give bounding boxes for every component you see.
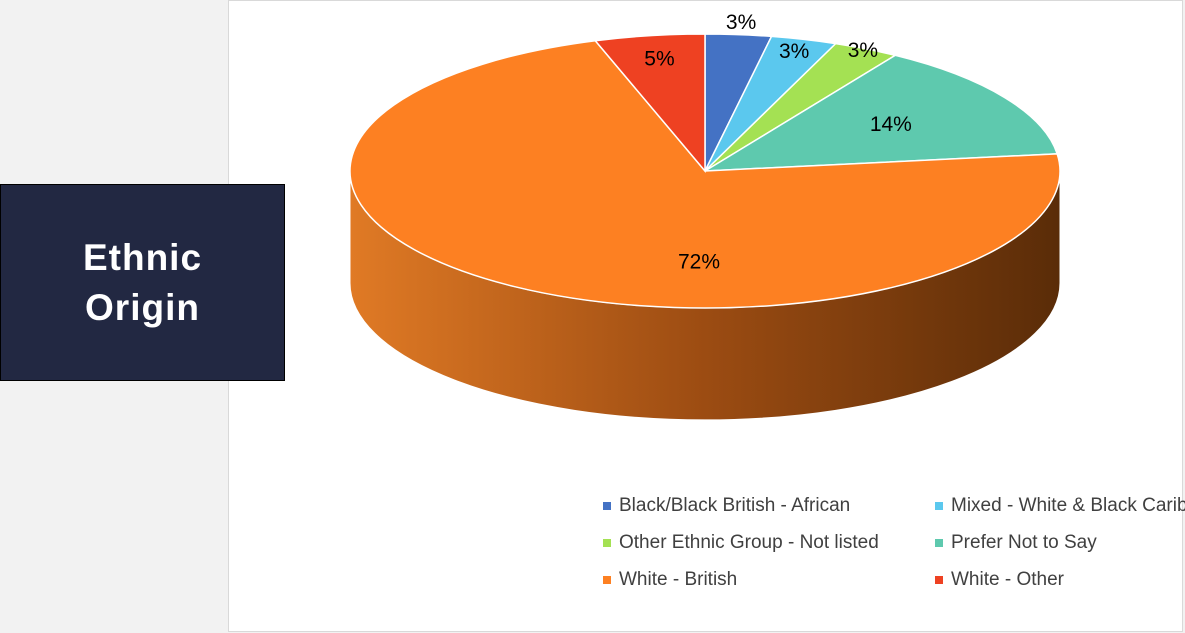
legend-swatch xyxy=(603,539,611,547)
legend-item: Mixed - White & Black Caribbean xyxy=(935,495,1185,517)
slice-label: 3% xyxy=(726,11,756,34)
chart-area: 3% 3% 3% 14% 72% 5% Black/Black British - Afr… xyxy=(228,0,1185,632)
legend-item: White - Other xyxy=(935,569,1064,591)
title-line-2: Origin xyxy=(85,286,200,328)
slice-label: 3% xyxy=(779,40,809,63)
pie-labels: 3% 3% 3% 14% 72% 5% xyxy=(644,11,912,273)
title-box: Ethnic Origin xyxy=(0,184,285,381)
pie-top xyxy=(349,33,1061,309)
legend-item: Black/Black British - African xyxy=(603,495,850,517)
legend-label: Prefer Not to Say xyxy=(951,532,1097,553)
legend-item: White - British xyxy=(603,569,737,591)
pie-slice xyxy=(704,54,1059,172)
legend-swatch xyxy=(603,576,611,584)
legend-item: Prefer Not to Say xyxy=(935,532,1097,554)
legend-swatch xyxy=(603,502,611,510)
slice-label: 14% xyxy=(870,113,912,136)
slice-label: 5% xyxy=(644,48,674,71)
pie-slice xyxy=(349,39,1061,309)
slice-label: 72% xyxy=(678,251,720,274)
legend-label: Black/Black British - African xyxy=(619,495,851,516)
legend-swatch xyxy=(935,502,943,510)
legend-swatch xyxy=(935,539,943,547)
pie-slice xyxy=(593,33,706,174)
slice-label: 3% xyxy=(848,39,878,62)
legend-label: White - British xyxy=(619,569,738,590)
legend-label: Mixed - White & Black Caribbean xyxy=(951,495,1185,516)
legend-swatch xyxy=(935,576,943,584)
pie-chart: 3% 3% 3% 14% 72% 5% xyxy=(349,11,1061,421)
legend-label: White - Other xyxy=(951,569,1064,590)
legend-label: Other Ethnic Group - Not listed xyxy=(619,532,879,553)
title-line-1: Ethnic xyxy=(82,236,203,278)
legend-item: Other Ethnic Group - Not listed xyxy=(603,532,879,554)
